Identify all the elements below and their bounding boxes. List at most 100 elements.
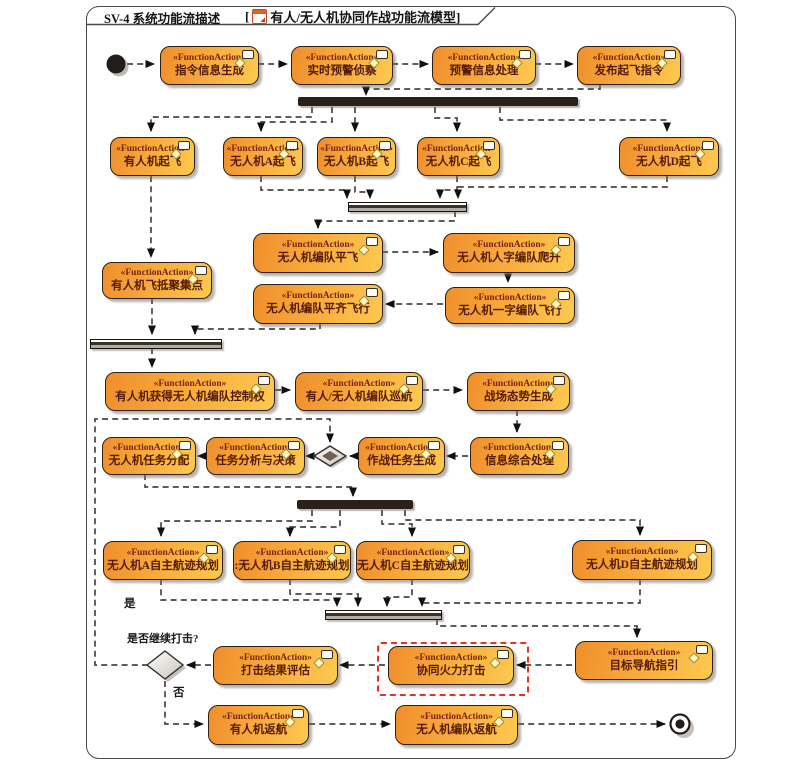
object-icon <box>519 50 531 59</box>
stereotype-label: «FunctionAction» <box>322 378 396 389</box>
connector-lines <box>94 60 671 728</box>
action-label: 无人机D起飞 <box>636 155 702 168</box>
object-icon <box>379 141 391 150</box>
object-icon <box>292 709 304 718</box>
object-icon <box>453 545 465 554</box>
stereotype-label: «FunctionAction» <box>483 443 556 454</box>
pin-diamond-icon <box>358 244 370 256</box>
action-node-0[interactable]: «FunctionAction» 指令信息生成 <box>160 46 259 85</box>
action-label: 预警信息处理 <box>449 64 519 77</box>
decision-node[interactable] <box>145 650 185 680</box>
object-icon <box>334 545 346 554</box>
action-node-16[interactable]: «FunctionAction» 战场态势生成 <box>467 372 570 411</box>
action-label: 有人机飞抵聚集点 <box>111 279 203 292</box>
action-node-2[interactable]: «FunctionAction» 预警信息处理 <box>432 46 536 85</box>
action-label: 战场态势生成 <box>484 390 553 403</box>
fork-bar-planning[interactable] <box>297 500 413 509</box>
action-node-27[interactable]: «FunctionAction» 目标导航指引 <box>575 641 713 680</box>
object-icon <box>321 650 333 659</box>
action-node-17[interactable]: «FunctionAction» 无人机任务分配 <box>102 437 196 475</box>
action-node-18[interactable]: «FunctionAction» 任务分析与决策 <box>206 437 305 475</box>
activity-diagram-icon <box>252 9 268 24</box>
merge-node-core <box>322 451 338 461</box>
stereotype-label: «FunctionAction» <box>447 52 521 63</box>
action-node-9[interactable]: «FunctionAction» 无人机编队平飞 <box>253 233 383 273</box>
fork-bar-takeoff[interactable] <box>298 97 578 106</box>
object-icon <box>483 141 495 150</box>
action-label: 有人机返航 <box>229 724 288 737</box>
action-node-24[interactable]: «FunctionAction» 无人机D自主航迹规划 <box>572 540 712 580</box>
action-label: 指令信息生成 <box>175 64 244 77</box>
action-node-3[interactable]: «FunctionAction» 发布起飞指令 <box>577 46 681 85</box>
action-node-5[interactable]: «FunctionAction» 无人机A起飞 <box>223 137 303 176</box>
action-node-22[interactable]: «FunctionAction»:无人机B自主航迹规划 <box>233 541 351 580</box>
action-node-26[interactable]: «FunctionAction» 协同火力打击 <box>388 646 514 685</box>
action-label: 任务分析与决策 <box>215 455 296 468</box>
stereotype-label: «FunctionAction» <box>422 143 495 154</box>
action-label: 无人机C自主航迹规划 <box>357 559 469 572</box>
object-icon <box>497 650 509 659</box>
action-node-23[interactable]: «FunctionAction» 无人机C自主航迹规划 <box>356 541 470 580</box>
action-node-6[interactable]: «FunctionAction» 无人机B起飞 <box>317 137 396 176</box>
stereotype-label: «FunctionAction» <box>120 267 194 278</box>
stereotype-label: «FunctionAction» <box>153 378 227 389</box>
object-icon <box>366 237 378 246</box>
frame-tab <box>87 7 496 26</box>
action-node-4[interactable]: «FunctionAction» 有人机起飞 <box>110 137 195 176</box>
object-icon <box>558 291 570 300</box>
stereotype-label: «FunctionAction» <box>281 240 355 251</box>
action-node-1[interactable]: «FunctionAction» 实时预警侦察 <box>291 46 393 85</box>
action-label: 无人机编队平齐飞行 <box>266 303 370 316</box>
decision-question-label: 是否继续打击? <box>127 633 199 645</box>
action-node-12[interactable]: «FunctionAction» 无人机编队平齐飞行 <box>253 284 383 324</box>
stereotype-label: «FunctionAction» <box>472 240 546 251</box>
action-node-19[interactable]: «FunctionAction» 作战任务生成 <box>358 437 445 475</box>
action-node-7[interactable]: «FunctionAction» 无人机C起飞 <box>417 137 500 176</box>
action-node-20[interactable]: «FunctionAction» 信息综合处理 <box>470 437 569 475</box>
object-icon <box>206 545 218 554</box>
action-node-13[interactable]: «FunctionAction» 无人机一字编队飞行 <box>445 287 575 324</box>
action-label: 信息综合处理 <box>485 455 554 468</box>
action-node-25[interactable]: «FunctionAction» 打击结果评估 <box>213 646 338 685</box>
pin-diamond-icon <box>313 657 325 669</box>
action-node-14[interactable]: «FunctionAction» 有人机获得无人机编队控制权 <box>105 372 275 411</box>
initial-node[interactable] <box>106 54 126 74</box>
stereotype-label: «FunctionAction» <box>226 143 300 154</box>
action-node-11[interactable]: «FunctionAction» 有人机飞抵聚集点 <box>102 262 212 299</box>
stereotype-label: «FunctionAction» <box>126 547 200 558</box>
stereotype-label: «FunctionAction» <box>305 52 379 63</box>
join-bar-planning[interactable] <box>325 610 442 620</box>
action-node-29[interactable]: «FunctionAction» 无人机编队返航 <box>395 705 518 745</box>
stereotype-label: «FunctionAction» <box>219 443 292 454</box>
join-bar-takeoff[interactable] <box>348 202 467 212</box>
object-icon <box>288 441 300 450</box>
stereotype-label: «FunctionAction» <box>632 143 706 154</box>
action-label: 无人机人字编队爬升 <box>457 252 561 265</box>
frame-model-label: [ 有人/无人机协同作战功能流模型] <box>245 7 460 26</box>
stereotype-label: «FunctionAction» <box>173 52 246 63</box>
stereotype-label: «FunctionAction» <box>414 652 488 663</box>
action-label: 无人机A自主航迹规划 <box>107 559 219 572</box>
object-icon <box>664 50 676 59</box>
action-node-28[interactable]: «FunctionAction» 有人机返航 <box>208 705 309 745</box>
stereotype-label: «FunctionAction» <box>592 52 666 63</box>
object-icon <box>702 141 714 150</box>
join-bar-assembly[interactable] <box>90 339 222 349</box>
frame-title: SV-4 系统功能流描述 <box>104 12 221 26</box>
action-node-15[interactable]: «FunctionAction» 有人/无人机编队巡航 <box>295 372 423 411</box>
object-icon <box>195 266 207 275</box>
stereotype-label: «FunctionAction» <box>116 143 189 154</box>
object-icon <box>428 441 440 450</box>
highlight-box <box>377 642 529 696</box>
action-label: 协同火力打击 <box>416 664 486 677</box>
stereotype-label: «FunctionAction» <box>281 291 355 302</box>
guard-no-label: 否 <box>173 687 185 699</box>
action-node-21[interactable]: «FunctionAction» 无人机A自主航迹规划 <box>103 541 223 580</box>
action-label: 有人/无人机编队巡航 <box>305 390 413 403</box>
stereotype-label: «FunctionAction» <box>365 443 438 454</box>
action-node-10[interactable]: «FunctionAction» 无人机人字编队爬升 <box>443 233 575 273</box>
object-icon <box>406 376 418 385</box>
action-node-8[interactable]: «FunctionAction» 无人机D起飞 <box>619 137 719 176</box>
